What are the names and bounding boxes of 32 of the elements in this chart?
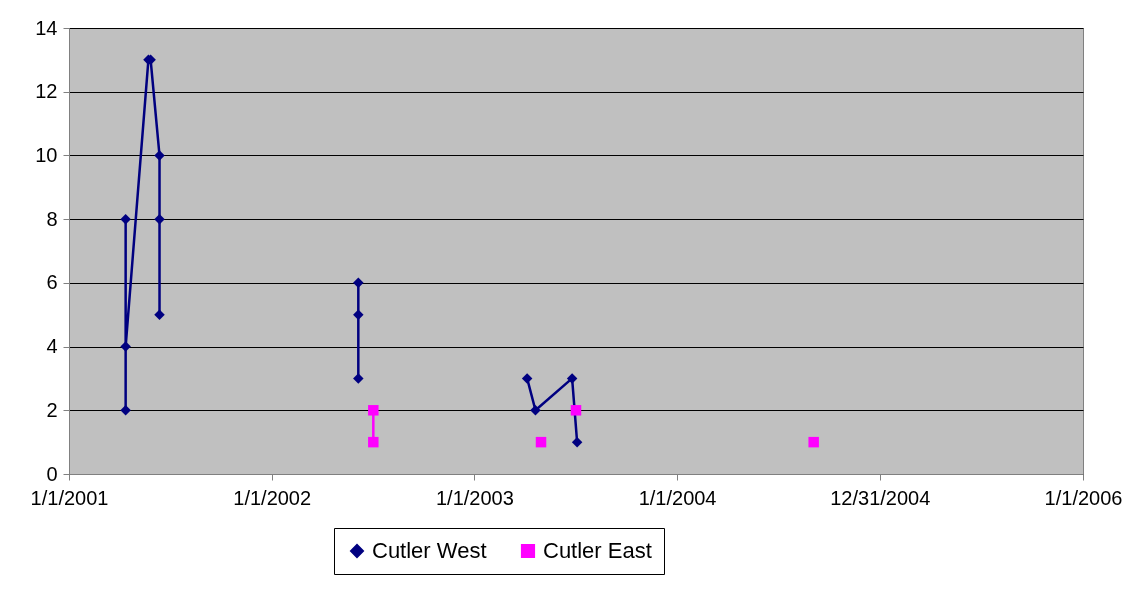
point <box>154 213 165 225</box>
y-tick-label: 12 <box>35 80 58 103</box>
legend-label: Cutler East <box>543 538 652 563</box>
x-tick-label: 1/1/2003 <box>435 486 514 509</box>
point <box>570 405 582 416</box>
point <box>808 436 819 448</box>
y-tick-label: 0 <box>46 462 58 485</box>
y-tick-label: 2 <box>46 398 58 421</box>
point <box>120 341 131 352</box>
x-tick-label: 1/1/2002 <box>233 486 312 509</box>
y-tick-label: 10 <box>35 143 58 166</box>
y-tick-label: 8 <box>46 207 58 230</box>
legend-label: Cutler West <box>372 538 487 563</box>
x-tick-label: 12/31/2004 <box>830 486 931 509</box>
x-tick-label: 1/1/2006 <box>1044 486 1123 509</box>
y-tick-label: 14 <box>35 16 58 39</box>
point <box>535 436 547 448</box>
point <box>353 373 364 384</box>
point <box>154 309 165 320</box>
point <box>120 405 131 416</box>
point <box>154 150 165 161</box>
y-tick-label: 4 <box>46 335 58 358</box>
point <box>368 436 379 448</box>
y-tick-label: 6 <box>46 271 58 294</box>
x-tick-label: 1/1/2004 <box>638 486 717 509</box>
point <box>566 373 578 384</box>
point <box>530 405 541 416</box>
point <box>521 373 533 384</box>
point <box>368 405 379 416</box>
point <box>120 213 131 225</box>
point <box>353 309 364 320</box>
x-tick-label: 1/1/2001 <box>30 486 109 509</box>
